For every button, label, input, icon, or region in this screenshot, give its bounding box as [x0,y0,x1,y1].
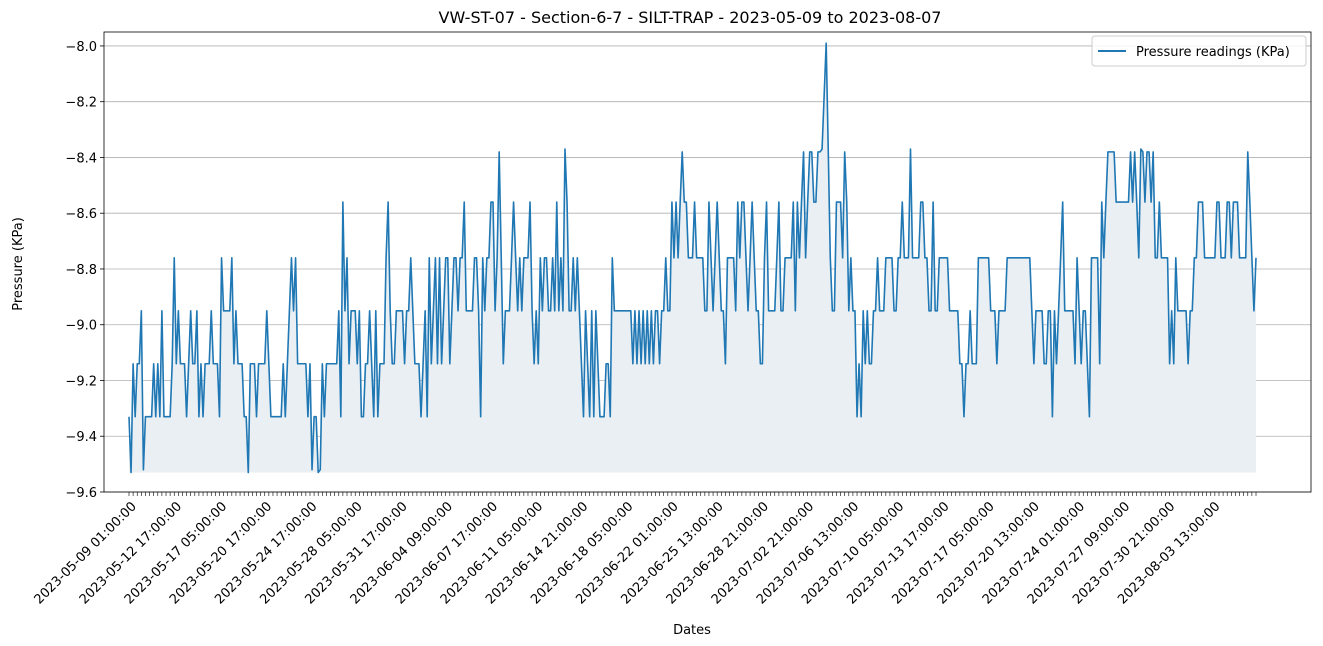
y-tick-label: −9.4 [65,430,97,445]
legend-label: Pressure readings (KPa) [1136,45,1290,60]
x-axis-label: Dates [673,623,711,638]
y-tick-label: −8.2 [65,96,97,111]
y-tick-label: −8.0 [65,40,97,55]
area-fill [129,43,1256,473]
y-tick-label: −9.6 [65,486,97,501]
area-fill-layer [129,43,1256,473]
y-tick-label: −9.2 [65,374,97,389]
y-tick-label: −8.6 [65,207,97,222]
y-tick-label: −8.8 [65,263,97,278]
plot-frame [103,31,1312,493]
chart-title: VW-ST-07 - Section-6-7 - SILT-TRAP - 202… [439,8,942,27]
legend-box [1091,35,1307,67]
series-line-layer [128,42,1257,474]
axes [103,31,1312,493]
y-axis-ticks: −8.0 −8.2 −8.4 −8.6 −8.8 −9.0 −9.2 −9.4 −9.6 [65,40,104,501]
y-axis-label: Pressure (KPa) [11,217,26,311]
legend: Pressure readings (KPa) [1091,35,1307,67]
series-line [128,42,1257,474]
y-tick-label: −8.4 [65,151,97,166]
y-tick-label: −9.0 [65,319,97,334]
